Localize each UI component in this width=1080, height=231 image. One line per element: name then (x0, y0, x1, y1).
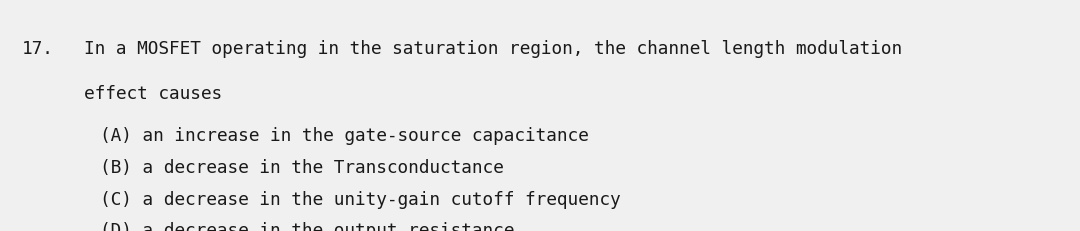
Text: (C) a decrease in the unity-gain cutoff frequency: (C) a decrease in the unity-gain cutoff … (100, 190, 621, 208)
Text: effect causes: effect causes (84, 85, 222, 103)
Text: (D) a decrease in the output resistance: (D) a decrease in the output resistance (100, 221, 515, 231)
Text: 17.: 17. (22, 40, 54, 58)
Text: (A) an increase in the gate-source capacitance: (A) an increase in the gate-source capac… (100, 126, 590, 144)
Text: In a MOSFET operating in the saturation region, the channel length modulation: In a MOSFET operating in the saturation … (84, 40, 903, 58)
Text: (B) a decrease in the Transconductance: (B) a decrease in the Transconductance (100, 158, 504, 176)
